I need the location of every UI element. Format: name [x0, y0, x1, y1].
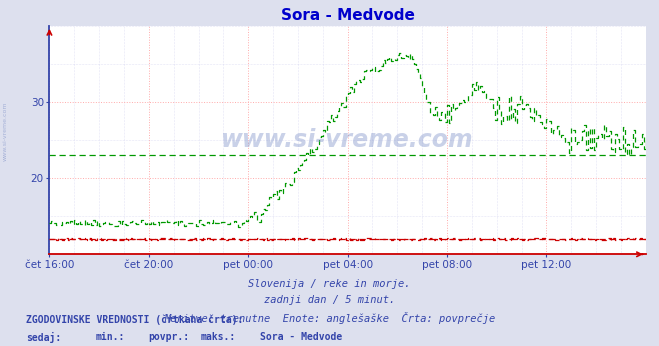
Text: www.si-vreme.com: www.si-vreme.com [3, 102, 8, 161]
Text: povpr.:: povpr.: [148, 332, 189, 342]
Text: Meritve: trenutne  Enote: anglešaške  Črta: povprečje: Meritve: trenutne Enote: anglešaške Črta… [164, 312, 495, 324]
Text: zadnji dan / 5 minut.: zadnji dan / 5 minut. [264, 295, 395, 305]
Text: Slovenija / reke in morje.: Slovenija / reke in morje. [248, 279, 411, 289]
Text: Sora - Medvode: Sora - Medvode [260, 332, 343, 342]
Text: maks.:: maks.: [201, 332, 236, 342]
Text: www.si-vreme.com: www.si-vreme.com [221, 128, 474, 152]
Text: min.:: min.: [96, 332, 125, 342]
Text: sedaj:: sedaj: [26, 332, 61, 343]
Title: Sora - Medvode: Sora - Medvode [281, 8, 415, 24]
Text: ZGODOVINSKE VREDNOSTI (črtkana črta):: ZGODOVINSKE VREDNOSTI (črtkana črta): [26, 314, 244, 325]
